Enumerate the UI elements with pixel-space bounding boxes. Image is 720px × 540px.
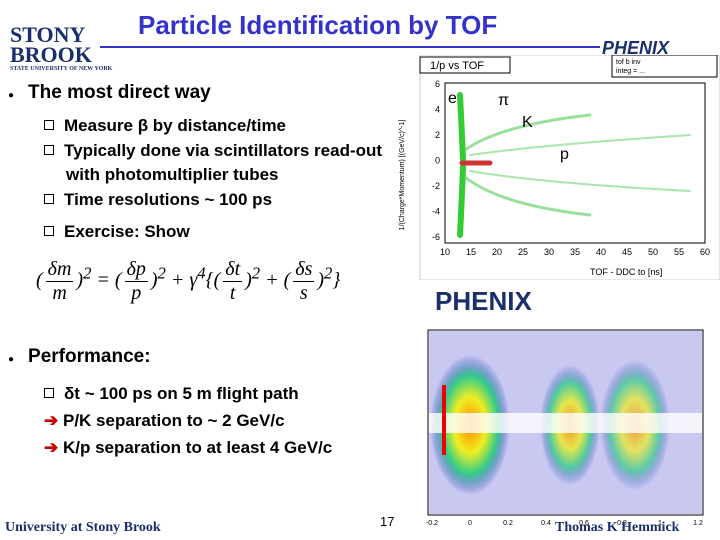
text: Typically done via scintillators read-ou… — [64, 140, 383, 185]
item: Exercise: Show — [44, 220, 396, 245]
tick-label: 2 — [435, 130, 440, 140]
text: δs — [293, 258, 315, 282]
sub-list: δt ~ 100 ps on 5 m flight path ➔ P/K sep… — [44, 380, 332, 461]
text: Time resolutions ~ 100 ps — [64, 189, 273, 209]
footer-right: Thomas K Hemmick — [555, 520, 680, 535]
y-label: 1/(Charge*Momentum) [(GeV/c)^-1] — [399, 120, 406, 231]
tick-label: 10 — [440, 247, 450, 257]
logo-phenix: PHENIX — [435, 286, 532, 316]
text: P/K separation to ~ 2 GeV/c — [62, 411, 285, 430]
title: Particle Identification by TOF — [138, 10, 498, 40]
particle-label: p — [560, 146, 569, 163]
tick-label: -2 — [432, 181, 440, 191]
text: m — [52, 282, 67, 304]
tick-label: -6 — [432, 232, 440, 242]
bullet-2: ● Performance: — [8, 346, 151, 367]
text: δt — [223, 258, 243, 282]
tick-label: 60 — [700, 247, 710, 257]
text: p — [131, 282, 142, 304]
sub-list: Measure β by distance/time Typically don… — [44, 114, 396, 245]
tick-label: 1 — [658, 520, 662, 527]
tick-label: -4 — [432, 207, 440, 217]
text: δt ~ 100 ps on 5 m flight path — [64, 384, 299, 403]
tick-label: 45 — [622, 247, 632, 257]
text: γ — [189, 269, 198, 292]
logo-text: STONY — [10, 22, 86, 47]
text: t — [229, 282, 236, 304]
text: 2 — [324, 263, 333, 283]
stats: integ = ... — [616, 68, 645, 75]
stats: tof b inv — [616, 59, 641, 66]
item: Time resolutions ~ 100 ps — [44, 188, 396, 213]
tick-label: 20 — [492, 247, 502, 257]
text: Measure β by distance/time — [64, 116, 287, 135]
bullet-text: The most direct way — [28, 82, 211, 103]
text: δm — [45, 258, 74, 282]
particle-label: K — [522, 114, 533, 131]
tick-label: 0.4 — [541, 520, 551, 527]
tick-label: 50 — [648, 247, 658, 257]
page-number: 17 — [380, 514, 395, 529]
particle-label: π — [498, 92, 509, 109]
logo-text: BROOK — [10, 42, 92, 67]
logo-sub: STATE UNIVERSITY OF NEW YORK — [10, 66, 113, 72]
text: 2 — [83, 263, 92, 283]
text: 4 — [197, 263, 206, 283]
plot-title: 1/p vs TOF — [430, 60, 484, 72]
bullet-1: ● The most direct way — [8, 82, 211, 103]
particle-label: e — [448, 90, 457, 107]
item: Measure β by distance/time — [44, 114, 396, 139]
tick-label: 0 — [468, 520, 472, 527]
item: ➔ K/p separation to at least 4 GeV/c — [44, 438, 333, 457]
text: Performance: — [28, 346, 151, 367]
x-label: TOF - DDC to [ns] — [590, 267, 662, 277]
tick-label: 15 — [466, 247, 476, 257]
item: ➔ P/K separation to ~ 2 GeV/c — [44, 411, 285, 430]
plot-heatmap: -0.2 0 0.2 0.4 0.6 0.8 1 1.2 — [426, 329, 704, 527]
text: δp — [124, 258, 148, 282]
tick-label: 40 — [596, 247, 606, 257]
text: s — [299, 282, 308, 304]
tick-label: 1.2 — [693, 520, 703, 527]
tick-label: 0.2 — [503, 520, 513, 527]
item: Typically done via scintillators read-ou… — [44, 139, 396, 188]
tick-label: 6 — [435, 79, 440, 89]
text: K/p separation to at least 4 GeV/c — [62, 438, 333, 457]
plot-tof: 1/p vs TOF tof b inv integ = ... 1/(Char… — [399, 55, 720, 280]
formula: (δm m)2 = (δp p)2 + γ4{(δt t)2 + (δs s)2} — [36, 258, 341, 304]
text: 2 — [251, 263, 261, 283]
logo-right: PHENIX — [602, 38, 670, 58]
tick-label: 30 — [544, 247, 554, 257]
tick-label: 25 — [518, 247, 528, 257]
text: 2 — [157, 263, 166, 283]
tick-label: 0.8 — [617, 520, 627, 527]
logo-left: STONY BROOK STATE UNIVERSITY OF NEW YORK — [10, 22, 113, 73]
tick-label: 0 — [435, 156, 440, 166]
footer-left: University at Stony Brook — [5, 520, 161, 535]
item: δt ~ 100 ps on 5 m flight path — [44, 380, 332, 407]
title-rule — [100, 46, 600, 48]
tick-label: 0.6 — [579, 520, 589, 527]
tick-label: 4 — [435, 105, 440, 115]
tick-label: -0.2 — [426, 520, 438, 527]
tick-label: 35 — [570, 247, 580, 257]
tick-label: 55 — [674, 247, 684, 257]
text: Exercise: Show — [64, 222, 190, 241]
